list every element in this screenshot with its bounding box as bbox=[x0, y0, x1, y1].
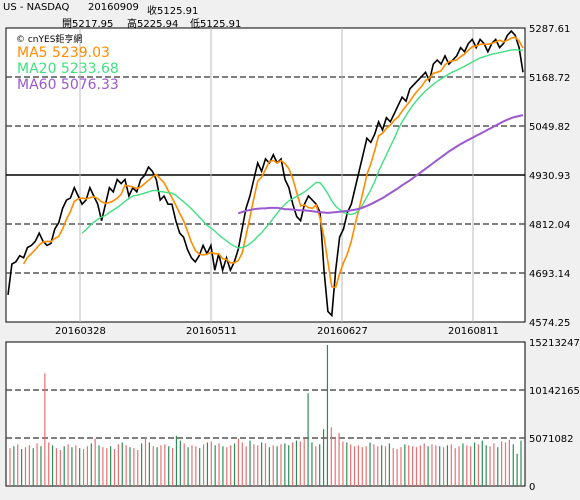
series-ma60 bbox=[237, 114, 524, 215]
high-label: 高5225.94 bbox=[127, 19, 179, 30]
volume-panel: 15213247 10142165 5071082 0 bbox=[5, 338, 580, 493]
price-x-tick: 20160627 bbox=[317, 326, 368, 337]
low-label: 低5125.91 bbox=[190, 19, 242, 30]
volume-y-tick: 15213247 bbox=[529, 338, 580, 349]
price-y-tick: 5287.61 bbox=[529, 24, 570, 35]
price-y-tick: 4693.14 bbox=[529, 269, 570, 280]
legend-item: MA60 5076.33 bbox=[17, 77, 119, 93]
legend-item: MA5 5239.03 bbox=[17, 45, 110, 61]
series-ma20 bbox=[81, 48, 524, 249]
price-x-tick: 20160811 bbox=[448, 326, 499, 337]
open-label: 開5217.95 bbox=[62, 19, 114, 30]
symbol-label: US - NASDAQ bbox=[3, 2, 70, 13]
price-y-tick: 5168.72 bbox=[529, 73, 570, 84]
close-label: 收5125.91 bbox=[147, 6, 199, 17]
quote-header: US - NASDAQ 20160909 收5125.91 開5217.95 高… bbox=[0, 0, 580, 34]
series-ma5 bbox=[22, 36, 524, 289]
price-y-tick: 4930.93 bbox=[529, 171, 570, 182]
price-y-tick: 4574.25 bbox=[529, 318, 570, 329]
volume-y-tick: 5071082 bbox=[529, 434, 574, 445]
price-y-tick: 4812.04 bbox=[529, 220, 570, 231]
volume-y-tick: 0 bbox=[529, 482, 535, 493]
price-x-tick: 20160511 bbox=[186, 326, 237, 337]
price-panel: 5287.61 5168.72 5049.82 4930.93 4812.04 4693.… bbox=[5, 24, 570, 337]
copyright-label: © cnYES鉅亨網 bbox=[16, 33, 82, 45]
date-label: 20160909 bbox=[88, 2, 139, 13]
price-y-tick: 5049.82 bbox=[529, 122, 570, 133]
legend-item: MA20 5233.68 bbox=[17, 61, 119, 77]
volume-y-tick: 10142165 bbox=[529, 386, 580, 397]
price-x-tick: 20160328 bbox=[55, 326, 106, 337]
